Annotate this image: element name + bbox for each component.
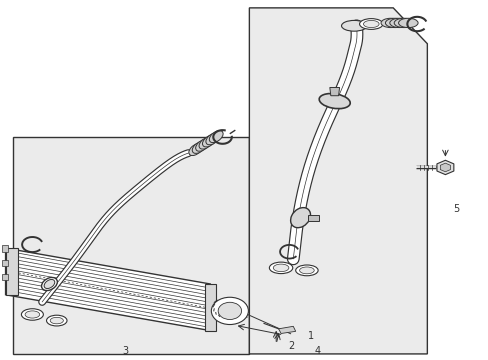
Ellipse shape xyxy=(188,144,202,156)
Ellipse shape xyxy=(295,265,318,276)
Ellipse shape xyxy=(25,311,40,318)
Ellipse shape xyxy=(299,267,314,274)
Bar xyxy=(13,137,249,354)
Polygon shape xyxy=(307,215,319,221)
Bar xyxy=(1,274,7,280)
Polygon shape xyxy=(249,8,427,354)
Ellipse shape xyxy=(359,19,382,30)
Ellipse shape xyxy=(393,18,413,28)
Ellipse shape xyxy=(21,309,43,320)
Bar xyxy=(1,245,7,252)
Circle shape xyxy=(218,302,241,319)
Ellipse shape xyxy=(398,18,417,28)
Ellipse shape xyxy=(41,278,57,291)
Polygon shape xyxy=(205,284,216,330)
Polygon shape xyxy=(439,163,449,172)
Text: 3: 3 xyxy=(122,346,128,356)
Polygon shape xyxy=(5,248,210,330)
Text: 1: 1 xyxy=(307,331,313,341)
Polygon shape xyxy=(329,87,339,96)
Ellipse shape xyxy=(380,18,400,28)
Text: 2: 2 xyxy=(288,341,294,351)
Ellipse shape xyxy=(269,262,292,274)
Ellipse shape xyxy=(202,135,216,147)
Ellipse shape xyxy=(205,133,219,145)
Ellipse shape xyxy=(195,139,209,151)
Ellipse shape xyxy=(44,279,55,288)
Ellipse shape xyxy=(385,18,404,28)
Ellipse shape xyxy=(50,318,63,324)
Text: 4: 4 xyxy=(314,346,320,356)
Ellipse shape xyxy=(192,141,205,153)
Ellipse shape xyxy=(209,131,223,143)
Ellipse shape xyxy=(389,18,408,28)
Ellipse shape xyxy=(363,21,378,28)
Circle shape xyxy=(211,297,248,324)
Bar xyxy=(1,260,7,266)
Ellipse shape xyxy=(341,21,366,31)
Text: 5: 5 xyxy=(452,204,459,214)
Ellipse shape xyxy=(290,208,310,228)
Ellipse shape xyxy=(273,264,288,272)
Ellipse shape xyxy=(319,94,349,109)
Polygon shape xyxy=(278,326,295,333)
Polygon shape xyxy=(5,248,18,295)
Ellipse shape xyxy=(46,315,67,326)
Polygon shape xyxy=(436,160,453,175)
Ellipse shape xyxy=(199,137,212,149)
